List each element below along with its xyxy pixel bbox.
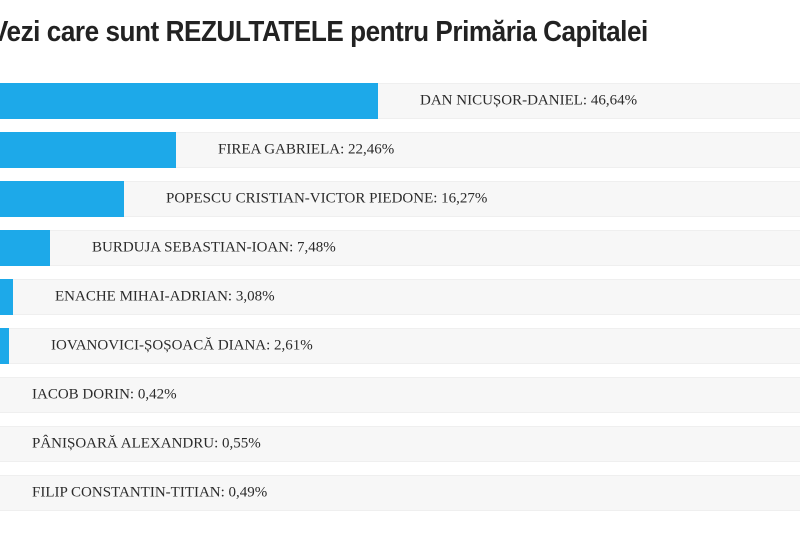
result-label: FILIP CONSTANTIN-TITIAN: 0,49% bbox=[32, 484, 268, 501]
page-title: Vezi care sunt REZULTATELE pentru Primăr… bbox=[0, 16, 648, 48]
chart-row-1: DAN NICUȘOR-DANIEL: 46,64% bbox=[0, 83, 800, 119]
result-bar bbox=[0, 181, 124, 217]
result-label: FIREA GABRIELA: 22,46% bbox=[218, 141, 395, 158]
chart-row-3: POPESCU CRISTIAN-VICTOR PIEDONE: 16,27% bbox=[0, 181, 800, 217]
result-bar bbox=[0, 132, 176, 168]
chart-row-2: FIREA GABRIELA: 22,46% bbox=[0, 132, 800, 168]
result-label: DAN NICUȘOR-DANIEL: 46,64% bbox=[420, 92, 638, 109]
result-bar bbox=[0, 279, 13, 315]
chart-row-4: BURDUJA SEBASTIAN-IOAN: 7,48% bbox=[0, 230, 800, 266]
result-bar bbox=[0, 328, 9, 364]
result-label: IOVANOVICI-ȘOȘOACĂ DIANA: 2,61% bbox=[51, 337, 313, 354]
result-label: IACOB DORIN: 0,42% bbox=[32, 386, 177, 403]
result-label: PÂNIȘOARĂ ALEXANDRU: 0,55% bbox=[32, 435, 261, 452]
result-bar bbox=[0, 230, 50, 266]
chart-row-5: ENACHE MIHAI-ADRIAN: 3,08% bbox=[0, 279, 800, 315]
result-label: BURDUJA SEBASTIAN-IOAN: 7,48% bbox=[92, 239, 336, 256]
chart-row-7: IACOB DORIN: 0,42% bbox=[0, 377, 800, 413]
result-label: ENACHE MIHAI-ADRIAN: 3,08% bbox=[55, 288, 275, 305]
results-bar-chart: DAN NICUȘOR-DANIEL: 46,64% FIREA GABRIELA… bbox=[0, 83, 800, 524]
chart-row-6: IOVANOVICI-ȘOȘOACĂ DIANA: 2,61% bbox=[0, 328, 800, 364]
result-bar bbox=[0, 83, 378, 119]
chart-row-8: PÂNIȘOARĂ ALEXANDRU: 0,55% bbox=[0, 426, 800, 462]
result-label: POPESCU CRISTIAN-VICTOR PIEDONE: 16,27% bbox=[166, 190, 488, 207]
chart-row-9: FILIP CONSTANTIN-TITIAN: 0,49% bbox=[0, 475, 800, 511]
